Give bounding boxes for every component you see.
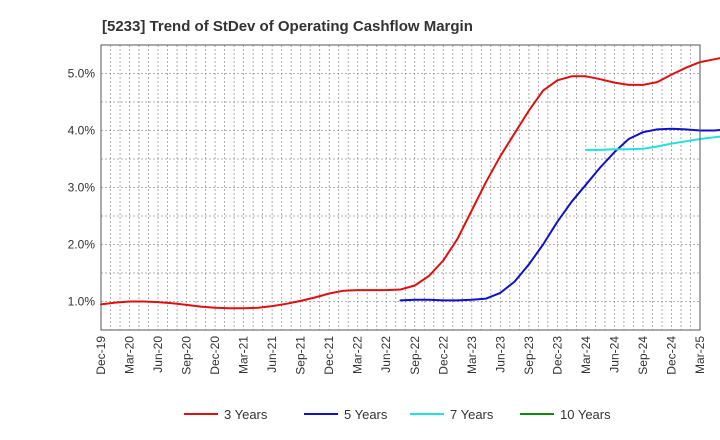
x-tick-label: Mar-21 [237, 336, 251, 374]
x-tick-label: Jun-21 [265, 336, 279, 373]
legend-label-10-years: 10 Years [560, 407, 611, 422]
x-tick-label: Jun-24 [607, 336, 621, 373]
legend-label-7-years: 7 Years [450, 407, 494, 422]
grid [101, 45, 700, 330]
y-axis-ticks: 1.0% 2.0% 3.0% 4.0% 5.0% [68, 67, 96, 309]
series-line-3-years [100, 57, 720, 310]
x-tick-label: Dec-24 [664, 336, 678, 375]
y-tick-label: 5.0% [68, 67, 96, 81]
x-tick-label: Jun-22 [379, 336, 393, 373]
x-tick-label: Mar-22 [351, 336, 365, 374]
legend-label-5-years: 5 Years [344, 407, 388, 422]
x-tick-label: Jun-20 [151, 336, 165, 373]
x-tick-label: Mar-23 [465, 336, 479, 374]
chart-title: [5233] Trend of StDev of Operating Cashf… [102, 18, 473, 35]
x-tick-label: Sep-20 [180, 336, 194, 375]
x-tick-label: Sep-24 [636, 336, 650, 375]
x-tick-label: Sep-23 [522, 336, 536, 375]
x-tick-label: Dec-19 [94, 336, 108, 375]
x-axis-ticks: Dec-19 Mar-20 Jun-20 Sep-20 Dec-20 Mar-21 Jun-… [94, 336, 707, 375]
y-tick-label: 2.0% [68, 238, 96, 252]
series-line-7-years [584, 135, 720, 151]
y-tick-label: 4.0% [68, 124, 96, 138]
x-tick-label: Sep-22 [408, 336, 422, 375]
x-tick-label: Mar-24 [579, 336, 593, 374]
y-tick-label: 3.0% [68, 181, 96, 195]
x-tick-label: Dec-22 [436, 336, 450, 375]
x-tick-label: Dec-20 [208, 336, 222, 375]
x-tick-label: Mar-20 [123, 336, 137, 374]
series-line-5-years [399, 127, 720, 302]
legend-label-3-years: 3 Years [224, 407, 268, 422]
x-tick-label: Dec-23 [550, 336, 564, 375]
x-tick-label: Mar-25 [693, 336, 707, 374]
y-tick-label: 1.0% [68, 295, 96, 309]
plot-border [100, 44, 701, 331]
x-tick-label: Dec-21 [322, 336, 336, 375]
legend: 3 Years 5 Years 7 Years 10 Years [184, 407, 611, 422]
x-tick-label: Jun-23 [493, 336, 507, 373]
x-tick-label: Sep-21 [294, 336, 308, 375]
series-lines [100, 57, 720, 310]
